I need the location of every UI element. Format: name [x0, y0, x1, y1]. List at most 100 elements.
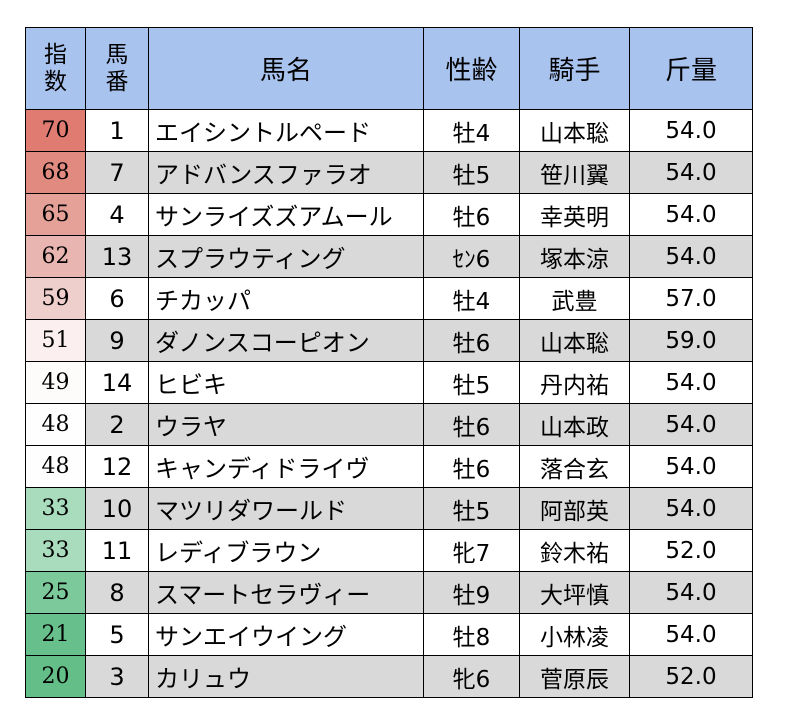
- header-index-line1: 指: [44, 41, 67, 68]
- header-sex-age: 性齢: [423, 27, 520, 110]
- header-index-line2: 数: [44, 68, 67, 95]
- horse-number-cell: 5: [85, 613, 149, 656]
- horse-number-cell: 8: [85, 571, 149, 614]
- sex-age-cell: 牡5: [423, 361, 520, 404]
- horse-name-cell: キャンディドライヴ: [148, 445, 424, 488]
- horse-name-cell: レディブラウン: [148, 529, 424, 572]
- table-header: 指 数 馬 番 馬名 性齢 騎手 斤量: [25, 27, 753, 110]
- header-jockey: 騎手: [519, 27, 630, 110]
- horse-number-cell: 1: [85, 109, 149, 152]
- horse-number-cell: 6: [85, 277, 149, 320]
- weight-cell: 54.0: [629, 487, 753, 530]
- horse-name-cell: エイシントルペード: [148, 109, 424, 152]
- index-cell: 48: [25, 445, 86, 488]
- horse-name-cell: サンライズズアムール: [148, 193, 424, 236]
- index-cell: 48: [25, 403, 86, 446]
- horse-number-cell: 14: [85, 361, 149, 404]
- jockey-cell: 小林凌: [519, 613, 630, 656]
- sex-age-cell: 牡8: [423, 613, 520, 656]
- sex-age-cell: 牡6: [423, 445, 520, 488]
- jockey-cell: 幸英明: [519, 193, 630, 236]
- sex-age-cell: 牡5: [423, 487, 520, 530]
- table-row: 51 9 ダノンスコーピオン 牡6 山本聡 59.0: [25, 319, 753, 362]
- horse-number-cell: 13: [85, 235, 149, 278]
- table-row: 20 3 カリュウ 牝6 菅原辰 52.0: [25, 655, 753, 698]
- weight-cell: 52.0: [629, 655, 753, 698]
- header-number-line1: 馬: [105, 41, 129, 68]
- table-row: 49 14 ヒビキ 牡5 丹内祐 54.0: [25, 361, 753, 404]
- weight-cell: 54.0: [629, 235, 753, 278]
- table-row: 33 11 レディブラウン 牝7 鈴木祐 52.0: [25, 529, 753, 572]
- horse-number-cell: 7: [85, 151, 149, 194]
- header-horse-name: 馬名: [148, 27, 424, 110]
- jockey-cell: 大坪慎: [519, 571, 630, 614]
- sex-age-cell: 牡6: [423, 319, 520, 362]
- weight-cell: 59.0: [629, 319, 753, 362]
- table-body: 70 1 エイシントルペード 牡4 山本聡 54.0 68 7 アドバンスファラオ 牡5 笹川翼 54…: [25, 109, 753, 698]
- jockey-cell: 丹内祐: [519, 361, 630, 404]
- table-row: 33 10 マツリダワールド 牡5 阿部英 54.0: [25, 487, 753, 530]
- horse-name-cell: スマートセラヴィー: [148, 571, 424, 614]
- header-number-line2: 番: [105, 68, 129, 95]
- index-cell: 33: [25, 487, 86, 530]
- horse-number-cell: 3: [85, 655, 149, 698]
- jockey-cell: 菅原辰: [519, 655, 630, 698]
- sex-age-cell: 牡4: [423, 109, 520, 152]
- header-index: 指 数: [25, 27, 86, 110]
- sex-age-cell: 牡6: [423, 193, 520, 236]
- sex-age-cell: 牡5: [423, 151, 520, 194]
- weight-cell: 54.0: [629, 571, 753, 614]
- header-weight: 斤量: [629, 27, 753, 110]
- table-row: 21 5 サンエイウイング 牡8 小林凌 54.0: [25, 613, 753, 656]
- horse-name-cell: ウラヤ: [148, 403, 424, 446]
- jockey-cell: 落合玄: [519, 445, 630, 488]
- horse-number-cell: 2: [85, 403, 149, 446]
- header-row: 指 数 馬 番 馬名 性齢 騎手 斤量: [25, 27, 753, 110]
- horse-number-cell: 11: [85, 529, 149, 572]
- weight-cell: 54.0: [629, 151, 753, 194]
- weight-cell: 54.0: [629, 403, 753, 446]
- index-cell: 68: [25, 151, 86, 194]
- weight-cell: 52.0: [629, 529, 753, 572]
- horse-name-cell: サンエイウイング: [148, 613, 424, 656]
- index-cell: 65: [25, 193, 86, 236]
- header-horse-number: 馬 番: [85, 27, 149, 110]
- horse-number-cell: 12: [85, 445, 149, 488]
- horse-number-cell: 10: [85, 487, 149, 530]
- sex-age-cell: 牝6: [423, 655, 520, 698]
- weight-cell: 54.0: [629, 445, 753, 488]
- jockey-cell: 鈴木祐: [519, 529, 630, 572]
- horse-name-cell: チカッパ: [148, 277, 424, 320]
- table-row: 59 6 チカッパ 牡4 武豊 57.0: [25, 277, 753, 320]
- horse-number-cell: 4: [85, 193, 149, 236]
- horse-name-cell: カリュウ: [148, 655, 424, 698]
- sex-age-cell: ｾﾝ6: [423, 235, 520, 278]
- index-cell: 33: [25, 529, 86, 572]
- sex-age-cell: 牝7: [423, 529, 520, 572]
- jockey-cell: 山本政: [519, 403, 630, 446]
- index-cell: 70: [25, 109, 86, 152]
- table-row: 62 13 スプラウティング ｾﾝ6 塚本涼 54.0: [25, 235, 753, 278]
- jockey-cell: 笹川翼: [519, 151, 630, 194]
- table-row: 48 12 キャンディドライヴ 牡6 落合玄 54.0: [25, 445, 753, 488]
- jockey-cell: 塚本涼: [519, 235, 630, 278]
- index-cell: 20: [25, 655, 86, 698]
- race-entries-table: 指 数 馬 番 馬名 性齢 騎手 斤量 70 1 エイシントルペード 牡4 山本聡 54.…: [25, 27, 753, 698]
- sex-age-cell: 牡9: [423, 571, 520, 614]
- index-cell: 21: [25, 613, 86, 656]
- horse-name-cell: スプラウティング: [148, 235, 424, 278]
- jockey-cell: 阿部英: [519, 487, 630, 530]
- weight-cell: 54.0: [629, 109, 753, 152]
- horse-name-cell: ヒビキ: [148, 361, 424, 404]
- table-row: 70 1 エイシントルペード 牡4 山本聡 54.0: [25, 109, 753, 152]
- table-row: 65 4 サンライズズアムール 牡6 幸英明 54.0: [25, 193, 753, 236]
- weight-cell: 54.0: [629, 193, 753, 236]
- weight-cell: 54.0: [629, 361, 753, 404]
- jockey-cell: 山本聡: [519, 109, 630, 152]
- sex-age-cell: 牡6: [423, 403, 520, 446]
- index-cell: 62: [25, 235, 86, 278]
- index-cell: 59: [25, 277, 86, 320]
- jockey-cell: 山本聡: [519, 319, 630, 362]
- weight-cell: 54.0: [629, 613, 753, 656]
- horse-name-cell: マツリダワールド: [148, 487, 424, 530]
